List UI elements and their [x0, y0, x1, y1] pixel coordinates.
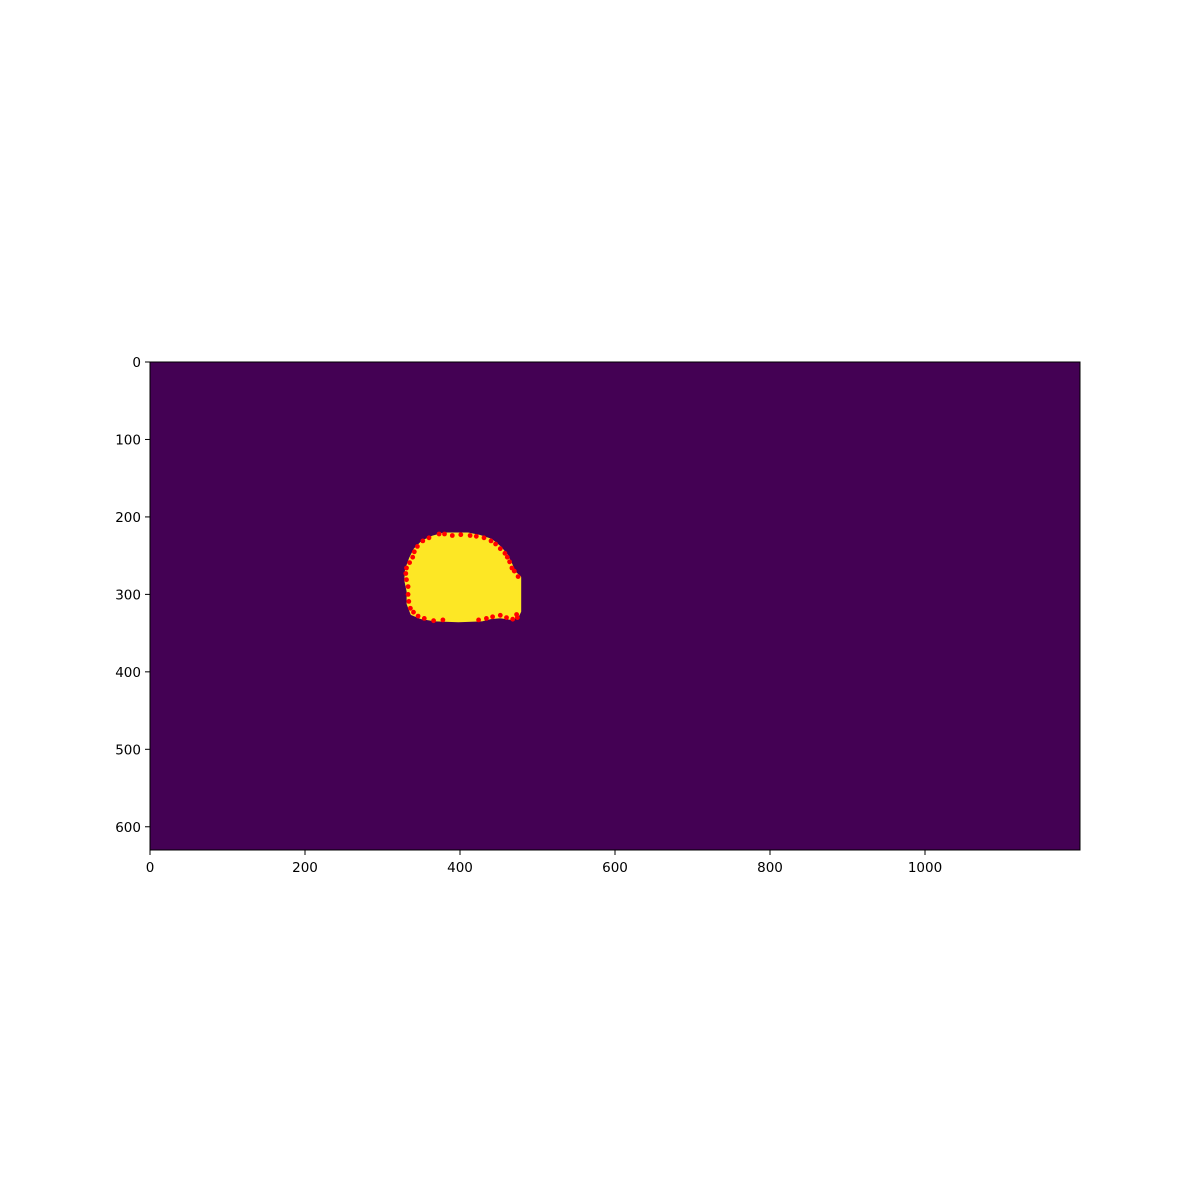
- plot-area: [149, 361, 1081, 851]
- boundary-point: [415, 613, 421, 619]
- boundary-point: [473, 533, 479, 539]
- x-tick-label: 400: [447, 860, 473, 876]
- boundary-point: [407, 560, 412, 565]
- x-tick-label: 600: [602, 860, 628, 876]
- boundary-point: [511, 568, 517, 574]
- boundary-point: [507, 559, 512, 565]
- boundary-point: [504, 554, 510, 560]
- y-axis: 0 100 200 300 400 500 600: [115, 355, 150, 836]
- y-tick-label: 200: [115, 510, 141, 526]
- boundary-point: [497, 612, 503, 618]
- boundary-point: [420, 538, 426, 544]
- x-tick-label: 200: [292, 860, 318, 876]
- y-tick-label: 300: [115, 587, 141, 603]
- x-tick-label: 0: [146, 860, 155, 876]
- y-tick-label: 600: [115, 820, 141, 836]
- boundary-point: [476, 617, 481, 623]
- boundary-point: [405, 592, 411, 597]
- boundary-point: [488, 538, 494, 544]
- boundary-point: [514, 612, 519, 617]
- boundary-point: [436, 531, 442, 537]
- boundary-point: [408, 605, 413, 611]
- boundary-point: [481, 535, 487, 541]
- boundary-point: [404, 565, 409, 571]
- boundary-point: [515, 574, 521, 579]
- boundary-point: [458, 532, 464, 538]
- x-tick-label: 1000: [908, 860, 942, 876]
- boundary-point: [431, 618, 436, 624]
- y-tick-label: 100: [115, 432, 141, 448]
- y-tick-label: 500: [115, 742, 141, 758]
- boundary-point: [426, 535, 432, 541]
- boundary-point: [403, 571, 409, 576]
- boundary-point: [410, 554, 416, 560]
- heatmap-background: [150, 362, 1080, 850]
- boundary-point: [490, 614, 495, 620]
- boundary-point: [510, 616, 516, 622]
- boundary-point: [502, 550, 508, 556]
- boundary-point: [497, 546, 503, 552]
- boundary-point: [411, 609, 416, 615]
- boundary-point: [504, 615, 509, 620]
- boundary-points: [403, 531, 521, 624]
- y-tick-label: 0: [132, 355, 141, 371]
- boundary-point: [421, 616, 427, 621]
- boundary-point: [442, 531, 447, 537]
- boundary-point: [467, 533, 473, 538]
- boundary-point: [484, 616, 489, 621]
- boundary-point: [493, 541, 498, 547]
- y-tick-label: 400: [115, 665, 141, 681]
- boundary-point: [411, 549, 417, 555]
- x-tick-label: 800: [757, 860, 783, 876]
- boundary-point: [440, 617, 446, 623]
- x-axis: 0 200 400 600 800 1000: [146, 850, 942, 876]
- boundary-point: [405, 584, 411, 589]
- boundary-point: [449, 533, 455, 538]
- boundary-point: [415, 544, 420, 549]
- boundary-point: [406, 599, 412, 604]
- boundary-point: [404, 577, 409, 583]
